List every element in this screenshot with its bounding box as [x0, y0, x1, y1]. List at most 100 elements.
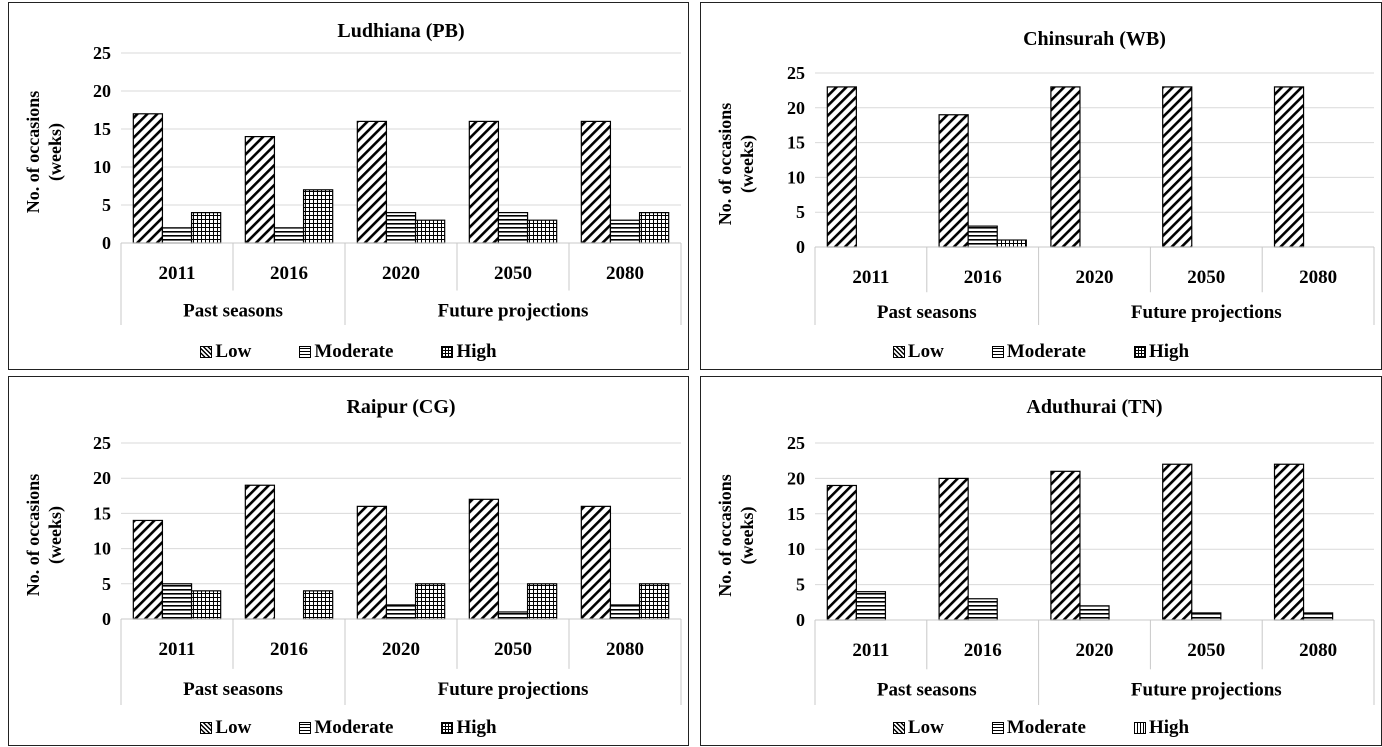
y-tick-label: 15 [787, 504, 805, 524]
legend-label: High [456, 341, 497, 362]
x-tick-label: 2080 [606, 263, 644, 284]
y-tick-label: 5 [796, 575, 805, 595]
bar-moderate-2016 [273, 227, 305, 244]
y-tick-label: 25 [787, 63, 805, 83]
legend-label: Low [907, 717, 944, 738]
bar-high-2020 [414, 219, 446, 244]
bar-moderate-2080 [1302, 612, 1334, 621]
bar-low-2016 [938, 114, 969, 248]
legend-item-moderate: Moderate [991, 717, 1086, 739]
y-axis-label: No. of occasions [715, 474, 735, 597]
x-tick-label: 2050 [1187, 267, 1225, 288]
y-tick-label: 5 [102, 574, 111, 594]
chart-title: Aduthurai (TN) [1026, 396, 1162, 418]
chart-svg: Aduthurai (TN) 0 5 10 15 20 25 No. of occasions… [715, 396, 1375, 705]
bar-moderate-2020 [1079, 605, 1110, 621]
bar-moderate-2016 [967, 598, 998, 621]
legend-label: Low [215, 717, 252, 738]
x-tick-label: 2016 [964, 640, 1002, 661]
legend-swatch-icon [441, 346, 454, 358]
x-tick-label: 2080 [1299, 267, 1337, 288]
bar-low-2080 [1273, 86, 1305, 248]
legend-item-high: High [1133, 341, 1190, 363]
bar-low-2050 [468, 498, 500, 620]
chart-legend: Low Moderate High [9, 717, 688, 739]
bar-low-2020 [356, 120, 388, 244]
y-tick-label: 25 [787, 433, 805, 453]
y-tick-label: 10 [787, 539, 805, 559]
legend-label: Low [215, 341, 252, 362]
bar-low-2080 [1273, 463, 1305, 621]
group-label: Past seasons [183, 679, 283, 700]
chart-panel-chinsurah: Chinsurah (WB) 0 5 10 15 20 25 No. of occasions… [700, 2, 1382, 370]
x-tick-label: 2016 [964, 267, 1002, 288]
chart-svg: Chinsurah (WB) 0 5 10 15 20 25 No. of occasions… [715, 28, 1375, 325]
y-axis-label: No. of occasions [23, 474, 43, 597]
legend-item-high: High [441, 341, 497, 363]
bar-high-2080 [638, 212, 670, 244]
y-axis-label: (weeks) [737, 507, 758, 565]
bar-high-2016 [996, 239, 1027, 248]
bar-moderate-2020 [385, 604, 417, 620]
bar-high-2050 [526, 219, 558, 244]
x-tick-label: 2020 [382, 263, 420, 284]
legend-item-low: Low [892, 717, 944, 739]
legend-swatch-icon [299, 346, 312, 358]
y-tick-label: 20 [93, 81, 111, 101]
legend-item-moderate: Moderate [299, 717, 393, 739]
legend-swatch-icon [892, 346, 905, 358]
y-tick-label: 0 [796, 610, 805, 630]
bar-moderate-2020 [385, 212, 417, 244]
bar-low-2050 [468, 120, 500, 244]
y-tick-label: 15 [93, 119, 111, 139]
bar-high-2080 [638, 583, 670, 620]
x-tick-label: 2050 [1187, 640, 1225, 661]
legend-swatch-icon [991, 346, 1004, 358]
bar-moderate-2050 [497, 611, 529, 620]
legend-item-low: Low [200, 717, 251, 739]
bar-low-2020 [1050, 86, 1081, 248]
bar-high-2016 [302, 590, 334, 620]
group-label: Past seasons [877, 679, 977, 700]
x-tick-label: 2011 [852, 267, 889, 288]
bar-moderate-2011 [855, 591, 887, 621]
bar-low-2080 [580, 120, 612, 244]
x-tick-label: 2016 [270, 639, 308, 660]
bar-moderate-2080 [609, 219, 641, 244]
bar-low-2050 [1162, 463, 1193, 621]
x-tick-label: 2011 [852, 640, 889, 661]
legend-item-low: Low [200, 341, 251, 363]
legend-swatch-icon [200, 722, 213, 734]
chart-legend: Low Moderate High [701, 341, 1381, 363]
chart-title: Chinsurah (WB) [1023, 28, 1166, 50]
legend-swatch-icon [441, 722, 454, 734]
legend-label: High [1148, 341, 1190, 362]
x-tick-label: 2020 [382, 639, 420, 660]
legend-item-high: High [441, 717, 497, 739]
legend-swatch-icon [892, 722, 905, 734]
legend-label: High [1148, 717, 1190, 738]
group-label: Future projections [438, 679, 589, 700]
bar-low-2080 [580, 505, 612, 620]
legend-label: Low [907, 341, 944, 362]
bar-low-2016 [244, 484, 276, 620]
chart-title: Ludhiana (PB) [337, 20, 464, 42]
legend-label: Moderate [314, 341, 394, 362]
y-tick-label: 5 [102, 195, 111, 215]
legend-swatch-icon [299, 722, 312, 734]
x-tick-label: 2020 [1076, 267, 1114, 288]
x-tick-label: 2080 [1299, 640, 1337, 661]
x-tick-label: 2016 [270, 263, 308, 284]
bar-high-2050 [526, 583, 558, 620]
y-tick-label: 20 [787, 98, 805, 118]
group-label: Past seasons [877, 302, 977, 323]
bar-moderate-2011 [161, 583, 193, 620]
y-tick-label: 25 [93, 43, 111, 63]
y-tick-label: 0 [102, 233, 111, 253]
chart-panel-raipur: Raipur (CG) 0 5 10 15 20 25 No. of occasions (we… [8, 376, 689, 746]
bar-low-2016 [938, 477, 969, 621]
legend-label: Moderate [1006, 341, 1086, 362]
bar-high-2011 [190, 212, 222, 244]
bar-moderate-2050 [1191, 612, 1222, 621]
group-label: Future projections [1131, 302, 1282, 323]
